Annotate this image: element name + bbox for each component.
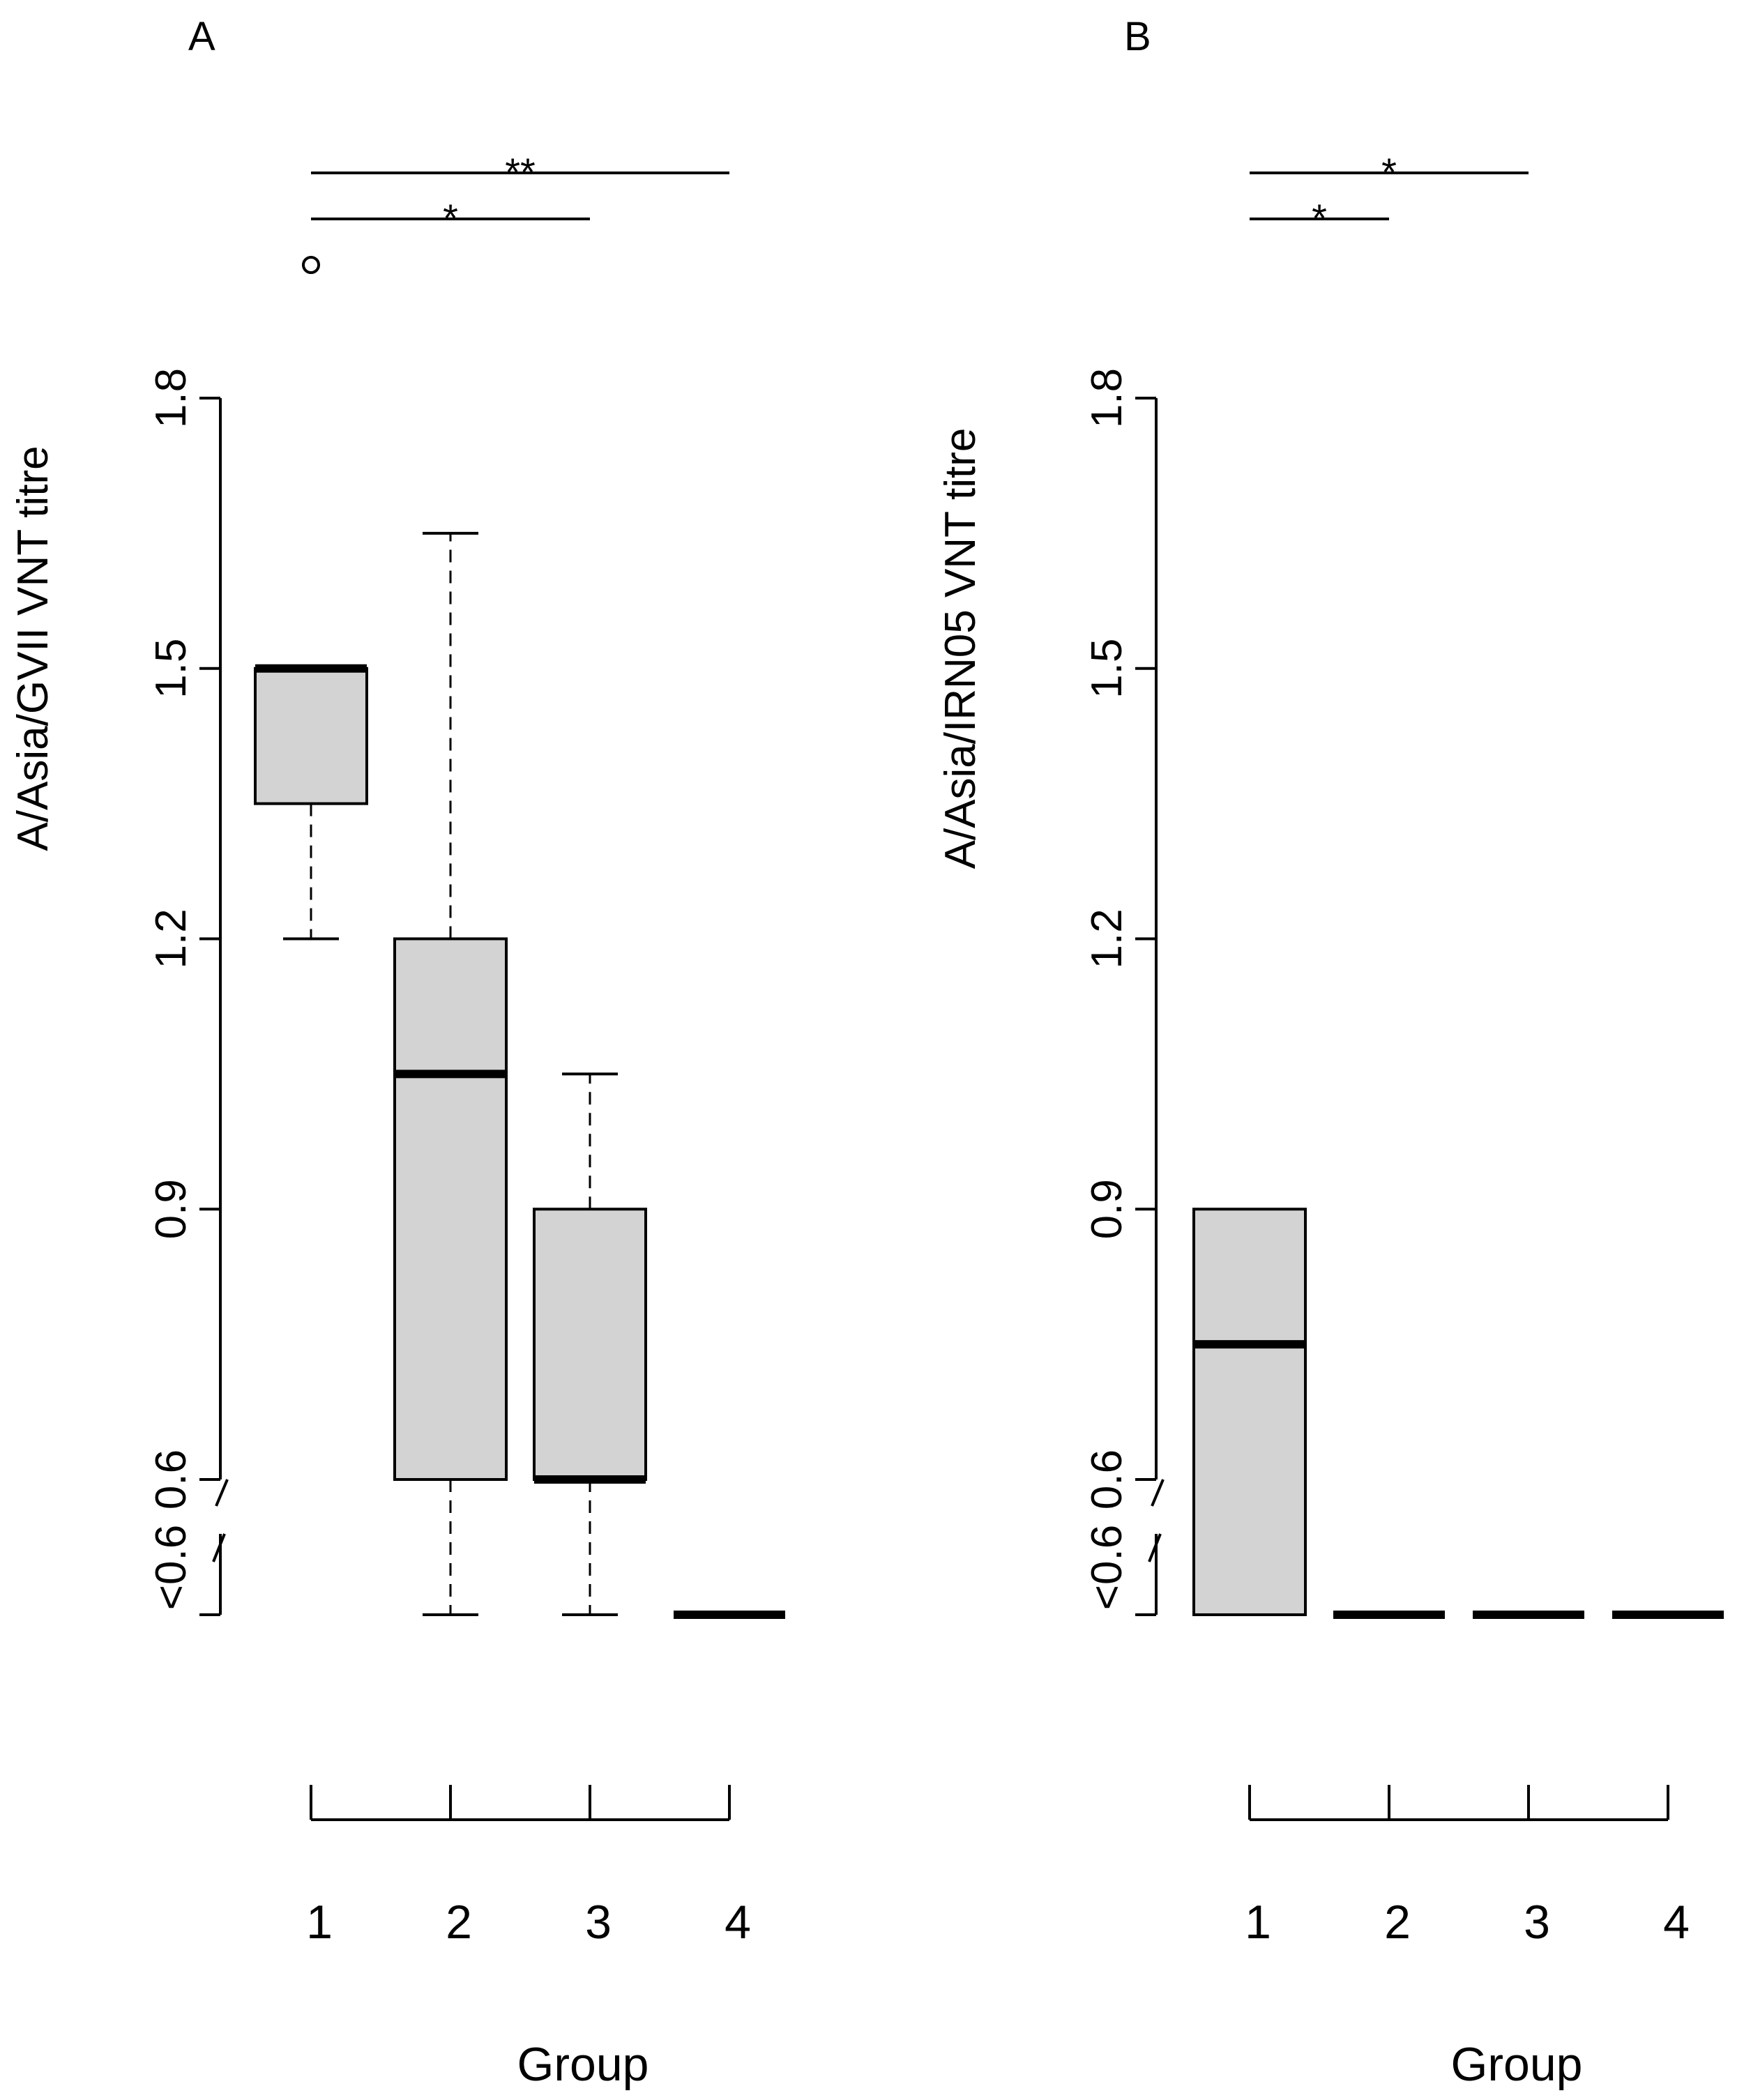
box: [393, 937, 508, 1481]
outlier-point: [302, 256, 320, 274]
x-tick-label: 4: [725, 1896, 751, 1949]
y-tick-label-below-limit: <0.6: [147, 1525, 195, 1610]
box-group-1: [254, 256, 368, 941]
y-tick-label: 1.5: [147, 639, 195, 699]
x-axis-label: Group: [1451, 2038, 1583, 2091]
y-axis-label: A/Asia/IRN05 VNT titre: [937, 428, 985, 869]
x-tick-label: 4: [1663, 1896, 1690, 1949]
y-tick-label: 0.9: [1083, 1179, 1131, 1239]
x-tick-label: 1: [306, 1896, 333, 1949]
y-tick-label: 0.6: [147, 1450, 195, 1509]
y-tick-label: 1.5: [1083, 639, 1131, 699]
x-tick-label: 3: [1524, 1896, 1550, 1949]
x-tick-label: 3: [585, 1896, 612, 1949]
panel-label: A: [188, 14, 215, 59]
significance-label: **: [505, 150, 536, 194]
box: [533, 1208, 647, 1481]
y-tick-label-below-limit: <0.6: [1083, 1525, 1131, 1610]
box-group-2: [393, 531, 508, 1616]
y-tick-label: 0.9: [147, 1179, 195, 1239]
axis-break-mark: [1148, 1533, 1162, 1562]
y-axis-label: A/Asia/GVII VNT titre: [9, 446, 57, 851]
y-tick-label: 1.2: [1083, 908, 1131, 968]
significance-label: *: [1381, 150, 1397, 194]
panel-b: B A/Asia/IRN05 VNT titre 0.6 0.9 1.2 1.5 1.8 <0…: [937, 14, 1724, 2091]
panel-label: B: [1124, 14, 1151, 59]
significance-label: *: [1312, 196, 1327, 240]
significance-label: *: [443, 196, 458, 240]
y-tick-label: 1.8: [147, 368, 195, 428]
x-axis-label: Group: [517, 2038, 649, 2091]
x-tick-label: 2: [446, 1896, 472, 1949]
axis-break-mark: [215, 1479, 229, 1507]
box-group-1: [1192, 1208, 1307, 1616]
axis-break-mark: [1151, 1479, 1165, 1507]
x-tick-label: 2: [1384, 1896, 1411, 1949]
y-tick-label: 1.8: [1083, 368, 1131, 428]
x-tick-label: 1: [1245, 1896, 1271, 1949]
box: [1192, 1208, 1307, 1616]
panel-a: A A/Asia/GVII VNT titre 0.6 0.9 1.2 1.5 1.8 <0.…: [9, 14, 785, 2091]
y-tick-label: 1.2: [147, 908, 195, 968]
box-group-3: [533, 1072, 647, 1616]
axis-break-mark: [212, 1533, 226, 1562]
y-tick-label: 0.6: [1083, 1450, 1131, 1509]
box: [254, 667, 368, 805]
